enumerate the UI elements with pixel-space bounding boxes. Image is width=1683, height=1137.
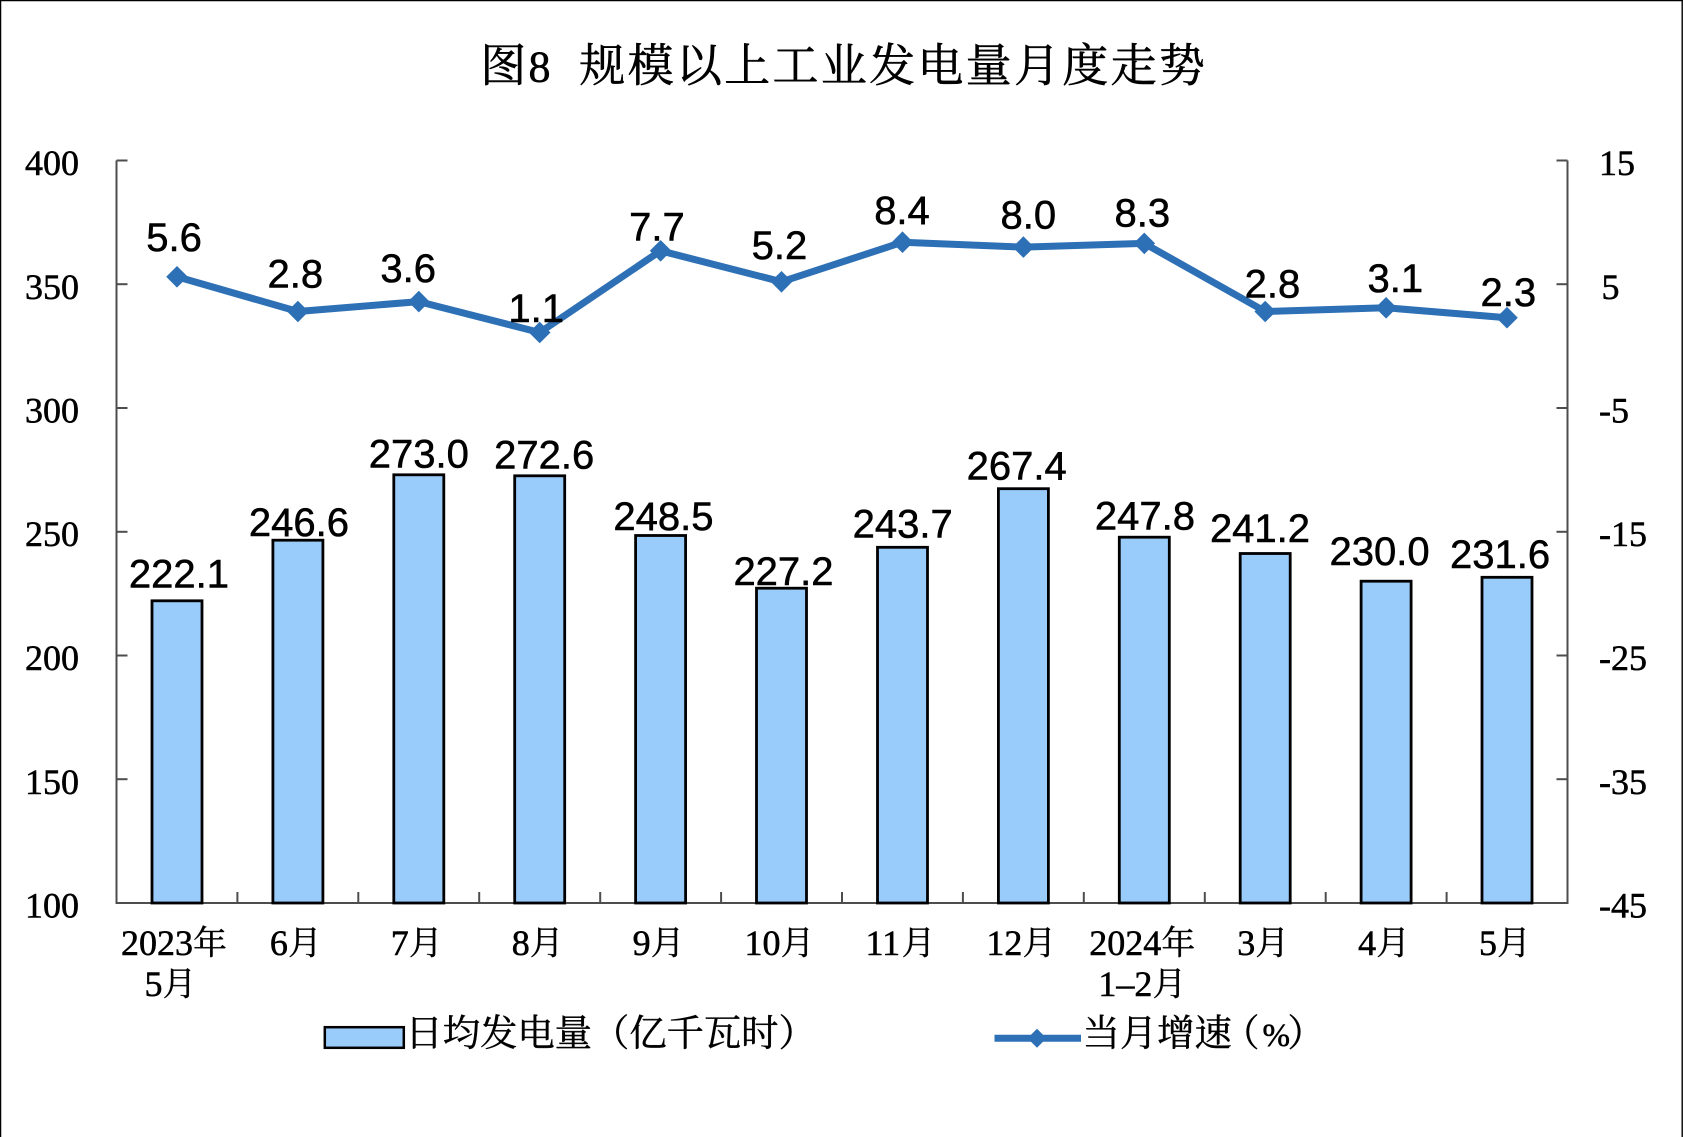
svg-text:3.1: 3.1	[1367, 257, 1423, 301]
svg-text:-45: -45	[1599, 886, 1647, 926]
svg-text:300: 300	[25, 391, 79, 431]
svg-text:10: 10	[745, 923, 781, 963]
svg-text:2: 2	[1134, 964, 1152, 1004]
svg-text:%: %	[1263, 1018, 1291, 1054]
svg-text:5.2: 5.2	[752, 224, 808, 268]
svg-text:2.8: 2.8	[1245, 263, 1301, 307]
svg-text:8.0: 8.0	[1000, 194, 1056, 238]
svg-text:5: 5	[145, 964, 163, 1004]
svg-text:7.7: 7.7	[629, 206, 685, 250]
svg-text:400: 400	[25, 143, 79, 183]
svg-text:11: 11	[866, 923, 901, 963]
svg-text:6: 6	[270, 923, 288, 963]
svg-text:150: 150	[25, 762, 79, 802]
svg-text:–: –	[1115, 964, 1135, 1004]
svg-text:8.4: 8.4	[874, 189, 930, 233]
svg-text:267.4: 267.4	[967, 445, 1067, 489]
svg-text:3.6: 3.6	[380, 247, 436, 291]
svg-text:241.2: 241.2	[1210, 507, 1310, 551]
svg-text:227.2: 227.2	[733, 550, 833, 594]
svg-text:7: 7	[391, 923, 409, 963]
svg-text:222.1: 222.1	[129, 552, 229, 596]
svg-text:2024: 2024	[1089, 923, 1161, 963]
svg-text:8.3: 8.3	[1114, 191, 1170, 235]
svg-text:1.1: 1.1	[508, 287, 564, 331]
svg-text:246.6: 246.6	[249, 501, 349, 545]
svg-text:100: 100	[25, 886, 79, 926]
svg-text:5: 5	[1479, 923, 1497, 963]
svg-text:350: 350	[25, 267, 79, 307]
svg-text:12: 12	[986, 923, 1022, 963]
svg-text:2023: 2023	[121, 923, 193, 963]
svg-text:9: 9	[633, 923, 651, 963]
svg-text:8: 8	[512, 923, 530, 963]
svg-text:2.8: 2.8	[267, 253, 323, 297]
svg-text:243.7: 243.7	[853, 503, 953, 547]
svg-text:250: 250	[25, 514, 79, 554]
svg-text:4: 4	[1358, 923, 1376, 963]
svg-text:5: 5	[1602, 267, 1620, 307]
svg-text:-25: -25	[1599, 638, 1647, 678]
svg-text:-5: -5	[1599, 391, 1629, 431]
svg-text:248.5: 248.5	[613, 495, 713, 539]
svg-text:-35: -35	[1599, 762, 1647, 802]
svg-text:273.0: 273.0	[369, 432, 469, 476]
svg-text:3: 3	[1237, 923, 1255, 963]
svg-text:272.6: 272.6	[494, 433, 594, 477]
svg-text:5.6: 5.6	[146, 216, 202, 260]
svg-text:231.6: 231.6	[1450, 533, 1550, 577]
svg-text:2.3: 2.3	[1480, 271, 1536, 315]
svg-text:230.0: 230.0	[1330, 530, 1430, 574]
svg-text:15: 15	[1599, 143, 1635, 183]
svg-text:-15: -15	[1599, 514, 1647, 554]
svg-text:200: 200	[25, 638, 79, 678]
svg-text:1: 1	[1098, 964, 1116, 1004]
svg-text:8: 8	[529, 43, 551, 92]
svg-text:247.8: 247.8	[1095, 494, 1195, 538]
